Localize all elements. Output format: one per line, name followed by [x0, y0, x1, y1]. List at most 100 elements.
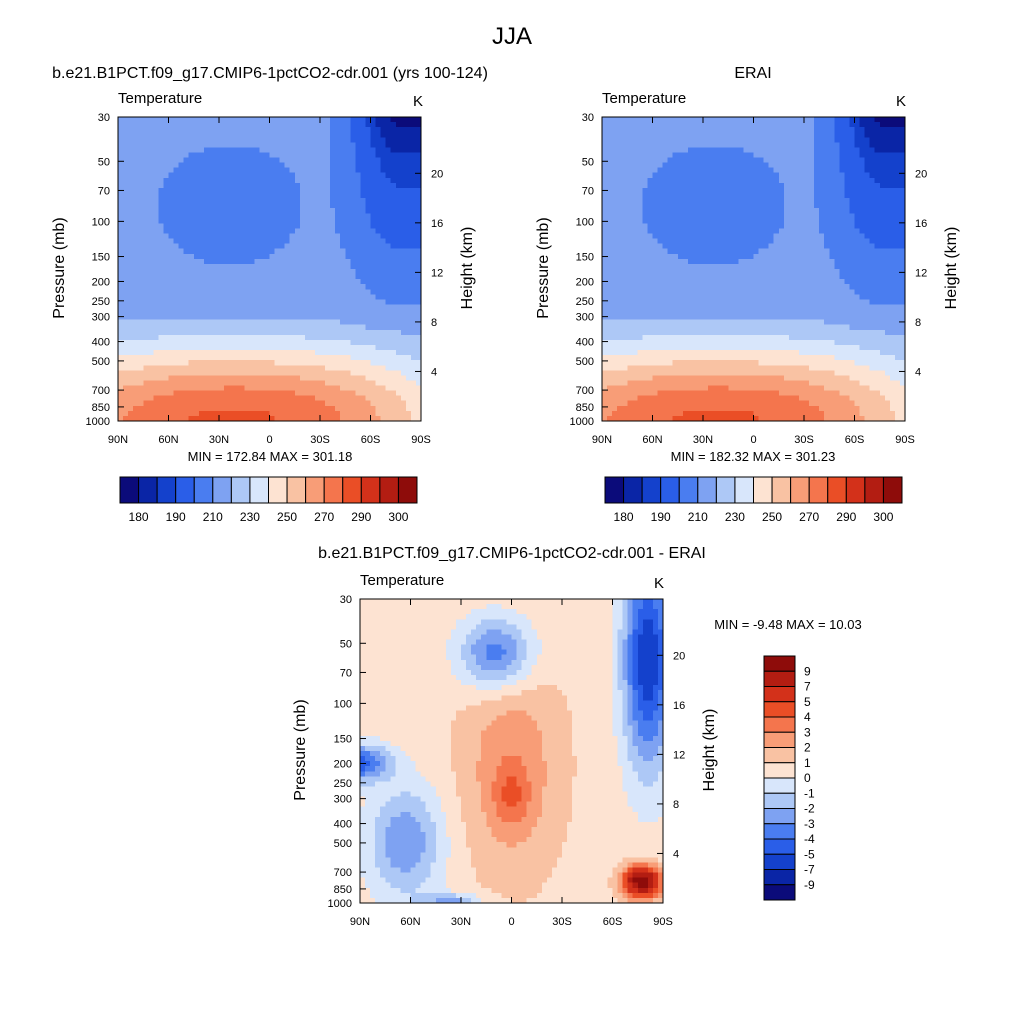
field-cell — [193, 182, 200, 189]
field-cell — [395, 233, 402, 240]
field-cell — [360, 157, 367, 164]
field-cell — [213, 339, 220, 346]
field-cell — [259, 248, 266, 255]
field-cell — [355, 263, 361, 270]
field-cell — [118, 152, 124, 159]
field-cell — [249, 248, 255, 255]
field-cell — [748, 167, 755, 174]
field-cell — [294, 279, 301, 285]
field-cell — [264, 390, 271, 397]
field-cell — [728, 223, 734, 230]
field-cell — [692, 203, 699, 209]
field-cell — [340, 208, 346, 214]
field-cell — [304, 375, 311, 382]
field-cell — [708, 203, 714, 209]
field-cell — [133, 193, 139, 199]
field-cell — [178, 218, 185, 224]
field-cell — [395, 314, 402, 321]
field-cell — [804, 182, 810, 189]
field-cell — [647, 117, 654, 123]
field-cell — [193, 172, 200, 179]
field-cell — [325, 223, 331, 230]
field-cell — [879, 203, 886, 209]
field-cell — [355, 208, 361, 214]
field-cell — [672, 213, 679, 219]
field-cell — [340, 324, 346, 331]
field-cell — [380, 395, 387, 402]
field-cell — [647, 132, 654, 138]
field-cell — [395, 319, 402, 326]
field-cell — [294, 263, 301, 270]
field-cell — [173, 279, 180, 285]
field-cell — [385, 137, 392, 143]
field-cell — [889, 142, 896, 148]
field-cell — [390, 370, 397, 376]
field-cell — [390, 375, 397, 382]
field-cell — [143, 132, 149, 138]
field-cell — [279, 360, 286, 366]
field-cell — [269, 122, 276, 128]
field-cell — [203, 355, 210, 361]
field-cell — [294, 390, 301, 397]
field-cell — [380, 304, 387, 311]
field-cell — [703, 193, 709, 199]
field-cell — [783, 182, 790, 189]
field-cell — [198, 127, 205, 133]
field-cell — [254, 208, 260, 214]
field-cell — [299, 405, 306, 412]
field-cell — [345, 405, 351, 412]
field-cell — [697, 117, 704, 123]
field-cell — [153, 253, 159, 260]
field-cell — [244, 284, 250, 290]
field-cell — [612, 162, 618, 169]
field-cell — [692, 152, 699, 159]
field-cell — [395, 248, 402, 255]
field-cell — [370, 299, 377, 306]
field-cell — [375, 329, 382, 336]
field-cell — [360, 415, 367, 422]
field-cell — [213, 193, 220, 199]
field-cell — [133, 177, 139, 184]
field-cell — [203, 304, 210, 311]
field-cell — [289, 238, 296, 245]
field-cell — [370, 122, 377, 128]
field-cell — [299, 253, 306, 260]
field-cell — [304, 345, 311, 351]
field-cell — [138, 294, 144, 300]
field-cell — [335, 208, 341, 214]
field-cell — [244, 238, 250, 245]
field-cell — [203, 400, 210, 407]
field-cell — [395, 122, 402, 128]
field-cell — [622, 208, 628, 214]
field-cell — [183, 339, 190, 346]
field-cell — [309, 137, 316, 143]
field-cell — [617, 142, 623, 148]
field-cell — [153, 410, 159, 417]
field-cell — [259, 395, 266, 402]
field-cell — [723, 218, 729, 224]
field-cell — [168, 228, 175, 235]
field-cell — [213, 223, 220, 230]
field-cell — [254, 127, 260, 133]
field-cell — [778, 132, 785, 138]
field-cell — [203, 228, 210, 235]
field-cell — [395, 162, 402, 169]
field-cell — [355, 132, 361, 138]
field-cell — [340, 243, 346, 250]
field-cell — [380, 380, 387, 387]
field-cell — [294, 187, 301, 194]
field-cell — [385, 304, 392, 311]
field-cell — [259, 375, 266, 382]
field-cell — [375, 187, 382, 194]
field-cell — [198, 122, 205, 128]
field-cell — [637, 182, 643, 189]
field-cell — [224, 314, 230, 321]
field-cell — [244, 263, 250, 270]
field-cell — [314, 243, 321, 250]
field-cell — [148, 350, 154, 356]
field-cell — [213, 309, 220, 316]
field-cell — [254, 304, 260, 311]
field-cell — [864, 147, 871, 154]
field-cell — [627, 213, 633, 219]
field-cell — [133, 208, 139, 214]
